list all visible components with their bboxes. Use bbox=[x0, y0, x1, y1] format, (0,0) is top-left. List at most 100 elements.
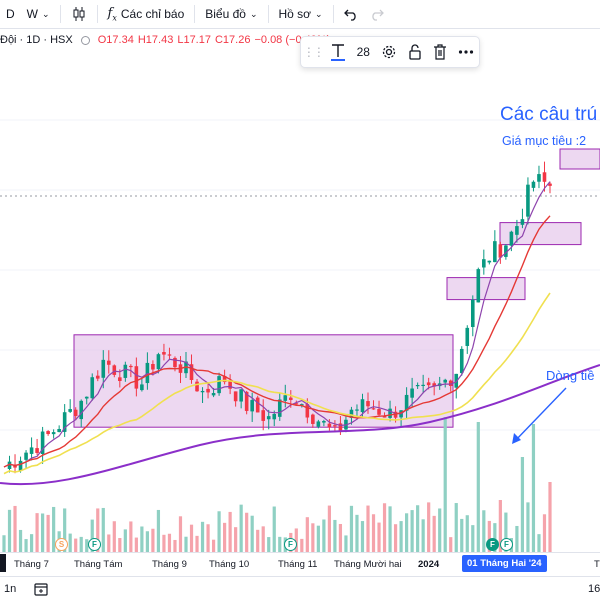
volume-bar bbox=[278, 536, 282, 552]
candle-body bbox=[327, 423, 332, 428]
volume-bar bbox=[18, 529, 23, 552]
candle-body bbox=[470, 299, 475, 327]
volume-bar bbox=[531, 424, 536, 552]
moving-averages bbox=[0, 181, 600, 486]
candle-style-button[interactable] bbox=[65, 0, 93, 28]
profile-button[interactable]: Hồ sơ ⌄ bbox=[273, 0, 329, 28]
volume-bar bbox=[156, 509, 161, 552]
indicators-button[interactable]: fx Các chỉ báo bbox=[102, 0, 191, 28]
volume-bar bbox=[504, 512, 508, 552]
volume-bar bbox=[189, 524, 194, 552]
financials-event-badge[interactable]: F bbox=[88, 538, 101, 551]
range-1y-button[interactable]: 1n bbox=[4, 583, 17, 595]
candle-body bbox=[112, 365, 117, 375]
font-size-button[interactable]: 28 bbox=[352, 41, 374, 63]
time-axis[interactable]: Tháng 7 Tháng Tám Tháng 9 Tháng 10 Tháng… bbox=[0, 552, 600, 575]
candle-body bbox=[57, 429, 61, 433]
interval-day-label: D bbox=[6, 7, 15, 21]
candle-body bbox=[51, 432, 56, 435]
annotation-money-flow[interactable]: Dòng tiề bbox=[546, 368, 595, 383]
settings-button[interactable] bbox=[378, 41, 400, 63]
undo-button[interactable] bbox=[338, 0, 364, 28]
financials-event-badge[interactable]: F bbox=[486, 538, 499, 551]
crosshair-time-label: 01 Tháng Hai '24 bbox=[462, 555, 547, 572]
interval-week-button[interactable]: W ⌄ bbox=[21, 0, 56, 28]
volume-bar bbox=[327, 505, 331, 552]
candle-body bbox=[156, 354, 161, 370]
symbol-label[interactable]: Đội · 1D · HSX bbox=[0, 34, 73, 46]
symbol-legend: Đội · 1D · HSX O17.34 H17.43 L17.17 C17.… bbox=[0, 34, 330, 46]
split-event-badge[interactable]: S bbox=[55, 538, 68, 551]
interval-day-button[interactable]: D bbox=[0, 0, 21, 28]
annotation-target-price[interactable]: Giá mục tiêu :2 bbox=[502, 134, 587, 148]
candle-body bbox=[73, 409, 78, 416]
volume-bar bbox=[79, 536, 83, 552]
volume-bar bbox=[471, 525, 475, 552]
delete-button[interactable] bbox=[429, 41, 451, 63]
more-options-button[interactable] bbox=[455, 41, 477, 63]
candle-body bbox=[333, 425, 337, 427]
volume-bar bbox=[90, 519, 94, 552]
time-tick: Tháng 7 bbox=[14, 559, 49, 570]
candle-body bbox=[106, 360, 111, 365]
candle-body bbox=[531, 181, 536, 188]
volume-bar bbox=[267, 537, 271, 552]
volume-bar bbox=[151, 528, 155, 552]
time-tick: Tháng Tám bbox=[74, 559, 123, 570]
financials-event-badge[interactable]: F bbox=[500, 538, 513, 551]
candle-body bbox=[300, 404, 304, 406]
annotation-arrow-line bbox=[513, 387, 567, 443]
volume-bar bbox=[300, 538, 304, 552]
volume-bar bbox=[52, 506, 56, 552]
volume-bar bbox=[173, 539, 177, 552]
redo-button[interactable] bbox=[364, 0, 390, 28]
candle-body bbox=[222, 375, 227, 383]
volume-bar bbox=[416, 505, 420, 552]
time-tick: Tháng 11 bbox=[278, 559, 318, 570]
candle-body bbox=[415, 384, 420, 387]
volume-bar bbox=[101, 507, 105, 552]
volume-bar bbox=[438, 508, 442, 552]
lock-button[interactable] bbox=[404, 41, 426, 63]
candle-body bbox=[371, 408, 376, 410]
candle-body bbox=[498, 244, 503, 258]
candle-body bbox=[283, 395, 288, 401]
calendar-range-icon[interactable] bbox=[34, 582, 48, 596]
text-tool-icon bbox=[330, 44, 345, 61]
volume-bar bbox=[349, 505, 354, 552]
text-tool-button[interactable] bbox=[327, 41, 349, 63]
toolbar-divider bbox=[267, 5, 269, 23]
candle-body bbox=[84, 396, 89, 399]
candle-body bbox=[504, 245, 508, 257]
volume-bar bbox=[118, 538, 122, 552]
candle-body bbox=[68, 409, 72, 412]
candle-body bbox=[129, 365, 133, 368]
toolbar-divider bbox=[332, 5, 334, 23]
annotation-title[interactable]: Các câu trú bbox=[500, 104, 598, 125]
candlestick-icon bbox=[73, 7, 85, 21]
drag-handle-icon[interactable]: ⋮⋮ bbox=[302, 45, 325, 59]
financials-event-badge[interactable]: F bbox=[284, 538, 297, 551]
price-chart[interactable] bbox=[0, 70, 600, 552]
unlock-icon bbox=[409, 44, 421, 60]
volume-bars bbox=[2, 417, 552, 552]
time-tick: T bbox=[594, 559, 600, 570]
volume-bar bbox=[217, 511, 221, 552]
volume-bar bbox=[366, 505, 370, 552]
candle-body bbox=[360, 399, 365, 413]
volume-bar bbox=[195, 535, 199, 552]
chart-type-button[interactable]: Biểu đồ ⌄ bbox=[199, 0, 263, 28]
ohlc-open: O17.34 bbox=[97, 34, 134, 46]
candle-body bbox=[162, 352, 166, 355]
candle-body bbox=[151, 364, 155, 370]
volume-bar bbox=[526, 502, 530, 552]
volume-bar bbox=[112, 521, 116, 552]
volume-bar bbox=[449, 537, 453, 552]
volume-bar bbox=[311, 523, 315, 552]
candle-body bbox=[277, 399, 282, 417]
volume-bar bbox=[228, 511, 232, 552]
candle-body bbox=[62, 412, 67, 432]
volume-bar bbox=[13, 505, 17, 552]
volume-bar bbox=[377, 522, 381, 552]
volume-bar bbox=[272, 506, 276, 552]
